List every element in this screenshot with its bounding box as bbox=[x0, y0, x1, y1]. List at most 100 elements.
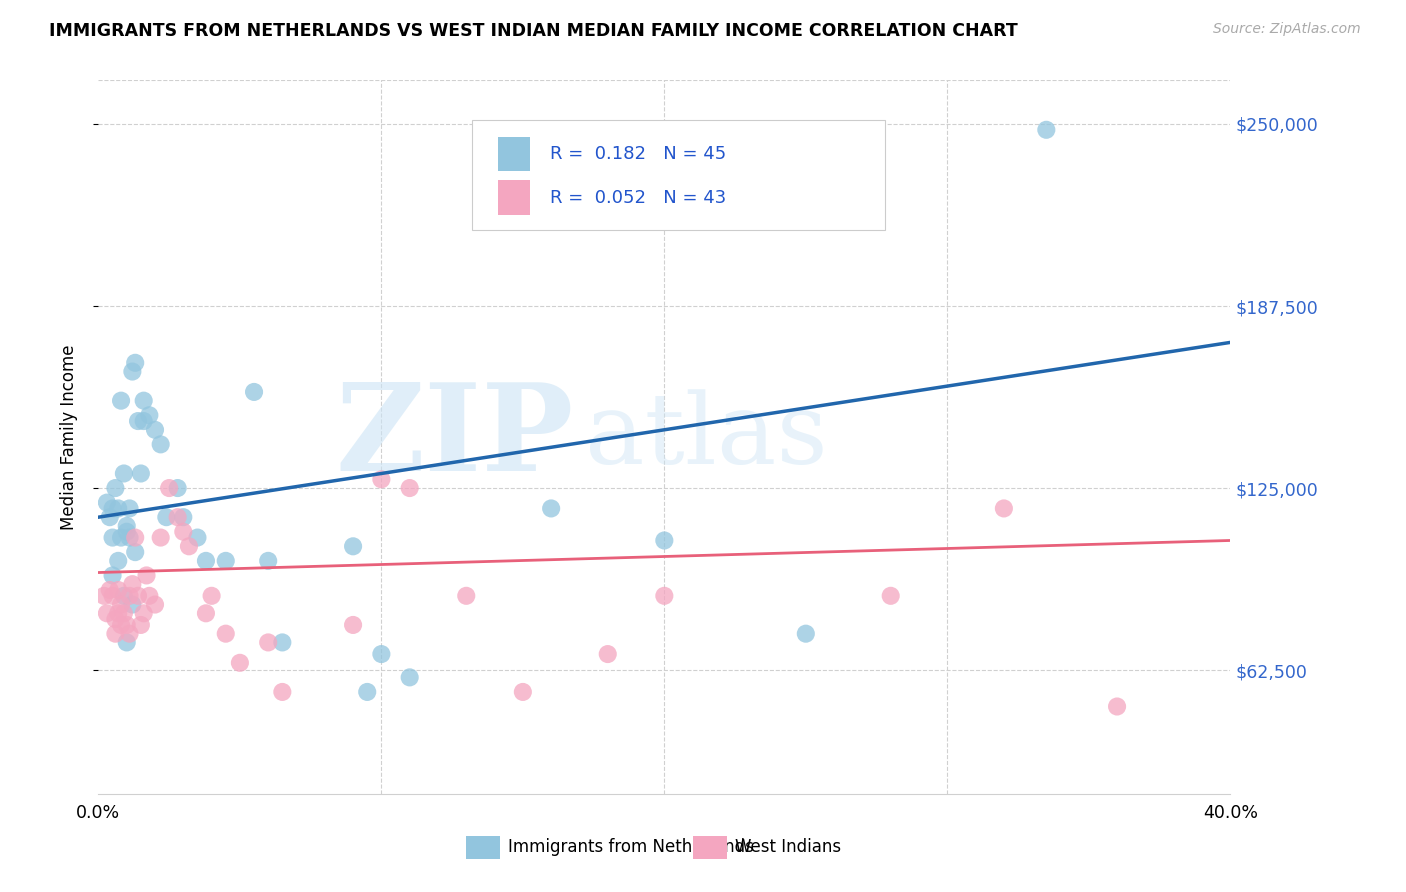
Point bbox=[98, 510, 121, 524]
Point bbox=[880, 589, 903, 603]
Text: ZIP: ZIP bbox=[336, 378, 574, 496]
Point bbox=[215, 626, 238, 640]
Point bbox=[257, 635, 280, 649]
Point bbox=[132, 607, 155, 621]
Point bbox=[243, 384, 266, 399]
Point bbox=[993, 501, 1015, 516]
Point bbox=[186, 531, 208, 545]
Point bbox=[155, 510, 177, 524]
Point bbox=[124, 545, 146, 559]
Text: R =  0.052   N = 43: R = 0.052 N = 43 bbox=[550, 188, 727, 207]
Text: West Indians: West Indians bbox=[734, 838, 841, 856]
Text: R =  0.182   N = 45: R = 0.182 N = 45 bbox=[550, 145, 727, 163]
Point bbox=[118, 589, 141, 603]
Point bbox=[177, 539, 200, 553]
Point bbox=[121, 365, 143, 379]
Point bbox=[110, 598, 132, 612]
Point bbox=[149, 531, 172, 545]
Point bbox=[132, 393, 155, 408]
Point bbox=[540, 501, 562, 516]
Point bbox=[112, 467, 135, 481]
Point bbox=[110, 393, 132, 408]
Point bbox=[271, 685, 294, 699]
Text: IMMIGRANTS FROM NETHERLANDS VS WEST INDIAN MEDIAN FAMILY INCOME CORRELATION CHAR: IMMIGRANTS FROM NETHERLANDS VS WEST INDI… bbox=[49, 22, 1018, 40]
Point bbox=[118, 626, 141, 640]
Point bbox=[143, 423, 166, 437]
Point bbox=[149, 437, 172, 451]
Point bbox=[166, 510, 188, 524]
Point bbox=[138, 589, 160, 603]
Point bbox=[101, 531, 124, 545]
Text: Immigrants from Netherlands: Immigrants from Netherlands bbox=[508, 838, 754, 856]
Point bbox=[456, 589, 478, 603]
Point bbox=[127, 414, 149, 428]
FancyBboxPatch shape bbox=[498, 180, 530, 215]
Point bbox=[215, 554, 238, 568]
FancyBboxPatch shape bbox=[467, 836, 501, 859]
Point bbox=[194, 607, 217, 621]
Point bbox=[129, 467, 152, 481]
Point bbox=[132, 414, 155, 428]
Point bbox=[112, 607, 135, 621]
Point bbox=[129, 618, 152, 632]
FancyBboxPatch shape bbox=[472, 120, 884, 230]
Point bbox=[652, 533, 676, 548]
Point bbox=[115, 524, 138, 539]
Point bbox=[127, 589, 149, 603]
Point bbox=[110, 531, 132, 545]
Point bbox=[398, 481, 420, 495]
Point bbox=[257, 554, 280, 568]
Point bbox=[96, 495, 118, 509]
Text: atlas: atlas bbox=[585, 389, 828, 485]
Point bbox=[135, 568, 157, 582]
Point bbox=[201, 589, 224, 603]
Point bbox=[104, 612, 127, 626]
Y-axis label: Median Family Income: Median Family Income bbox=[59, 344, 77, 530]
Point bbox=[1035, 123, 1057, 137]
Text: Source: ZipAtlas.com: Source: ZipAtlas.com bbox=[1213, 22, 1361, 37]
Point bbox=[370, 647, 392, 661]
Point bbox=[121, 598, 143, 612]
Point bbox=[98, 582, 121, 597]
Point bbox=[110, 618, 132, 632]
Point bbox=[512, 685, 534, 699]
Point bbox=[652, 589, 676, 603]
Point bbox=[107, 582, 129, 597]
Point bbox=[143, 598, 166, 612]
Point bbox=[107, 607, 129, 621]
Point bbox=[101, 501, 124, 516]
FancyBboxPatch shape bbox=[498, 137, 530, 171]
Point bbox=[107, 501, 129, 516]
Point bbox=[398, 670, 420, 684]
Point bbox=[342, 618, 364, 632]
Point bbox=[96, 607, 118, 621]
Point bbox=[101, 568, 124, 582]
Point bbox=[172, 524, 194, 539]
Point bbox=[172, 510, 194, 524]
Point bbox=[104, 626, 127, 640]
Point bbox=[157, 481, 180, 495]
Point bbox=[124, 531, 146, 545]
Point bbox=[596, 647, 619, 661]
Point bbox=[115, 618, 138, 632]
Point bbox=[370, 472, 392, 486]
Point bbox=[342, 539, 364, 553]
Point bbox=[93, 589, 115, 603]
Point bbox=[104, 481, 127, 495]
Point bbox=[115, 635, 138, 649]
Point bbox=[112, 589, 135, 603]
Point bbox=[118, 501, 141, 516]
Point bbox=[115, 519, 138, 533]
Point bbox=[794, 626, 817, 640]
Point bbox=[101, 589, 124, 603]
Point bbox=[271, 635, 294, 649]
Point bbox=[138, 409, 160, 423]
Point bbox=[229, 656, 252, 670]
Point bbox=[107, 554, 129, 568]
Point bbox=[194, 554, 217, 568]
Point bbox=[121, 577, 143, 591]
Point bbox=[118, 531, 141, 545]
FancyBboxPatch shape bbox=[693, 836, 727, 859]
Point bbox=[124, 356, 146, 370]
Point bbox=[166, 481, 188, 495]
